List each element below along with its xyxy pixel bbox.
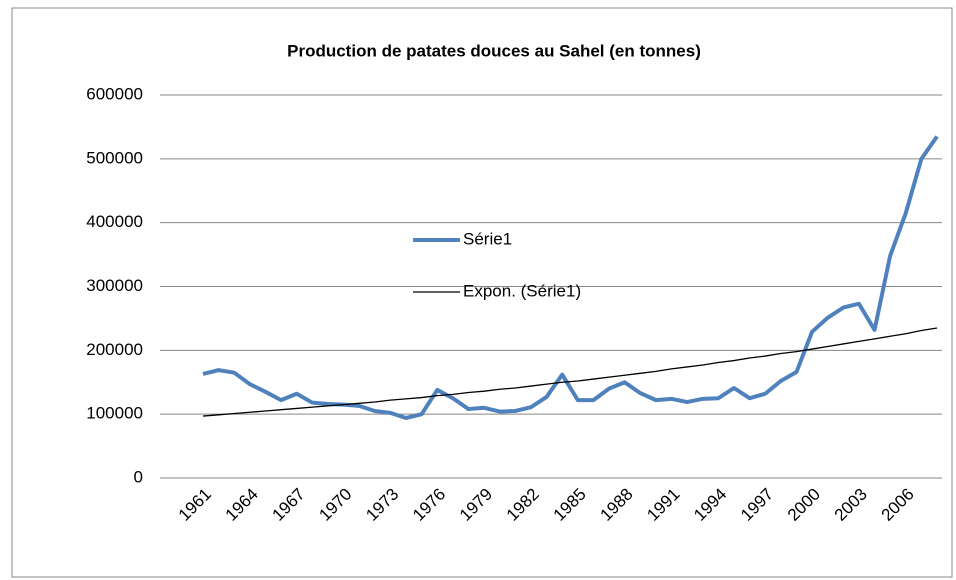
- legend-label: Série1: [463, 229, 512, 248]
- y-tick-label: 600000: [86, 84, 143, 103]
- y-tick-label: 200000: [86, 340, 143, 359]
- y-tick-label: 400000: [86, 212, 143, 231]
- y-tick-label: 300000: [86, 276, 143, 295]
- legend-label: Expon. (Série1): [463, 281, 581, 300]
- series-line: [202, 135, 939, 420]
- y-tick-label: 0: [134, 467, 143, 486]
- y-tick-label: 500000: [86, 148, 143, 167]
- chart-title: Production de patates douces au Sahel (e…: [287, 41, 701, 60]
- series-line: [202, 327, 938, 417]
- chart-border: [11, 7, 953, 578]
- y-tick-label: 100000: [86, 404, 143, 423]
